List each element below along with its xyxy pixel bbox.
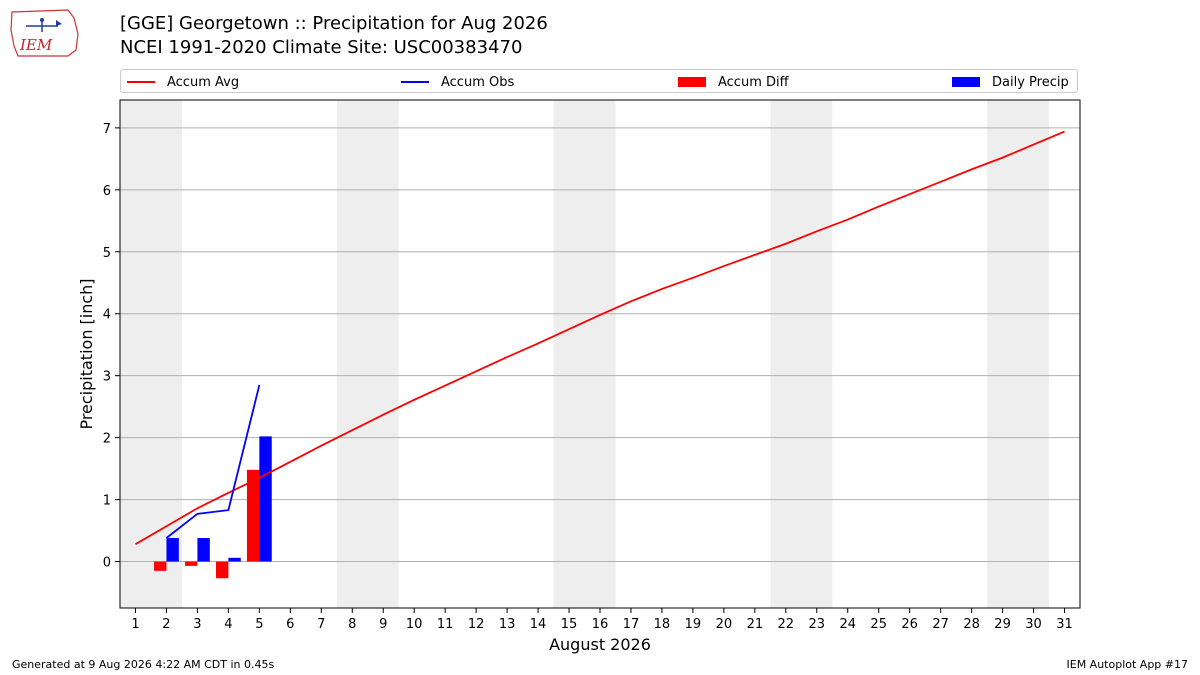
y-axis-label: Precipitation [inch]: [77, 278, 96, 429]
legend-item-accum-diff: Accum Diff: [678, 70, 789, 94]
bar-accum-diff-4: [216, 561, 229, 579]
line-accum-avg: [135, 130, 1065, 545]
legend-swatch-daily-precip: [952, 77, 980, 87]
iem-logo: IEM: [8, 6, 80, 58]
weekend-shade-2: [553, 100, 616, 608]
legend-label-accum-avg: Accum Avg: [167, 74, 240, 90]
x-tick-label-8: 8: [348, 617, 356, 632]
legend-swatch-accum-obs: [401, 81, 429, 83]
x-tick-label-20: 20: [716, 617, 733, 632]
x-tick-label-12: 12: [468, 617, 485, 632]
x-tick-label-31: 31: [1056, 617, 1073, 632]
legend-label-accum-obs: Accum Obs: [441, 74, 515, 90]
x-tick-label-13: 13: [499, 617, 516, 632]
bar-accum-diff-3: [185, 561, 198, 566]
legend-item-daily-precip: Daily Precip: [952, 70, 1069, 94]
x-tick-label-22: 22: [778, 617, 795, 632]
legend-swatch-accum-avg: [127, 81, 155, 83]
legend-item-accum-obs: Accum Obs: [401, 70, 514, 94]
logo-text: IEM: [19, 36, 53, 54]
x-tick-label-4: 4: [224, 617, 232, 632]
weekend-shade-0: [120, 100, 182, 608]
y-tick-label-7: 7: [103, 122, 111, 137]
bar-daily-precip-5: [259, 436, 272, 562]
x-tick-label-24: 24: [839, 617, 856, 632]
x-tick-label-9: 9: [379, 617, 387, 632]
x-tick-label-28: 28: [963, 617, 980, 632]
x-tick-label-14: 14: [530, 617, 547, 632]
line-accum-obs: [165, 384, 261, 539]
weekend-shade-4: [987, 100, 1050, 608]
weekend-shade-1: [336, 100, 399, 608]
y-tick-label-6: 6: [103, 184, 111, 199]
x-tick-label-25: 25: [870, 617, 887, 632]
x-tick-label-15: 15: [561, 617, 578, 632]
title-line-2: NCEI 1991-2020 Climate Site: USC00383470: [120, 37, 523, 58]
x-tick-label-29: 29: [994, 617, 1011, 632]
bar-accum-diff-5: [246, 469, 260, 562]
weekend-shade-3: [770, 100, 833, 608]
y-tick-label-5: 5: [103, 246, 111, 261]
x-tick-label-5: 5: [255, 617, 263, 632]
bar-accum-diff-2: [154, 561, 167, 571]
x-tick-label-18: 18: [654, 617, 671, 632]
bar-daily-precip-2: [166, 537, 179, 562]
x-tick-label-26: 26: [901, 617, 918, 632]
x-tick-label-3: 3: [193, 617, 201, 632]
x-tick-label-7: 7: [317, 617, 325, 632]
y-tick-label-2: 2: [103, 432, 111, 447]
y-tick-label-3: 3: [103, 370, 111, 385]
x-tick-label-10: 10: [406, 617, 423, 632]
x-tick-label-6: 6: [286, 617, 294, 632]
app-label: IEM Autoplot App #17: [1066, 658, 1189, 671]
bar-daily-precip-4: [228, 557, 241, 562]
x-tick-label-17: 17: [623, 617, 640, 632]
title-line-1: [GGE] Georgetown :: Precipitation for Au…: [120, 13, 548, 34]
x-axis-label: August 2026: [549, 635, 651, 654]
y-tick-label-0: 0: [103, 556, 111, 571]
x-tick-label-16: 16: [592, 617, 609, 632]
generated-timestamp: Generated at 9 Aug 2026 4:22 AM CDT in 0…: [12, 658, 275, 671]
legend-item-accum-avg: Accum Avg: [127, 70, 239, 94]
x-tick-label-2: 2: [162, 617, 170, 632]
legend-swatch-accum-diff: [678, 77, 706, 87]
x-tick-label-30: 30: [1025, 617, 1042, 632]
iem-logo-graphic: IEM: [10, 9, 79, 57]
x-tick-label-1: 1: [131, 617, 139, 632]
x-tick-label-11: 11: [437, 617, 454, 632]
legend-label-accum-diff: Accum Diff: [718, 74, 789, 90]
legend-label-daily-precip: Daily Precip: [992, 74, 1069, 90]
x-tick-label-27: 27: [932, 617, 949, 632]
bar-daily-precip-3: [197, 537, 210, 562]
chart-title: [GGE] Georgetown :: Precipitation for Au…: [120, 12, 548, 60]
x-tick-label-21: 21: [747, 617, 764, 632]
x-tick-label-19: 19: [685, 617, 702, 632]
legend: Accum Avg Accum Obs Accum Diff Daily Pre…: [120, 69, 1078, 93]
y-tick-label-1: 1: [103, 494, 111, 509]
x-tick-label-23: 23: [809, 617, 826, 632]
y-tick-label-4: 4: [103, 308, 111, 323]
